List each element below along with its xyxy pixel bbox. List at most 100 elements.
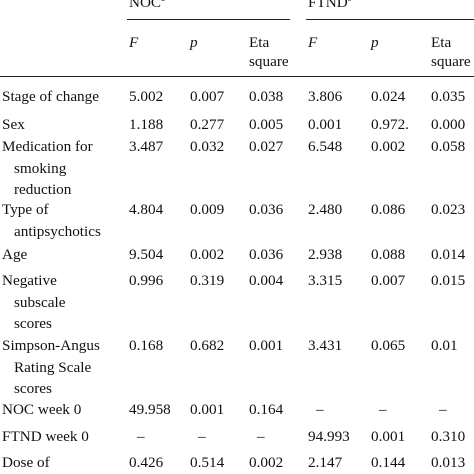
row-label-line: antipsychotics (14, 222, 101, 240)
row-label-line: scores (14, 315, 52, 332)
table-cell: 0.001 (371, 428, 406, 445)
row-label-line: Negative (2, 272, 57, 289)
table-cell: – (379, 401, 387, 418)
row-label-line: Rating Scale (14, 358, 92, 376)
noc-group-header: NOCa (129, 0, 165, 13)
table-cell: 3.806 (308, 88, 343, 105)
table-cell: 0.004 (249, 272, 284, 289)
ftnd-group-header: FTNDb (308, 0, 352, 13)
row-label-line: Medication for (2, 138, 93, 155)
table-cell: 0.001 (249, 337, 284, 354)
table-cell: 0.996 (129, 272, 164, 289)
row-label-line: NOC week 0 (2, 401, 82, 418)
row-label-line: Dose of (2, 454, 50, 471)
table-cell: 0.002 (190, 246, 225, 263)
table-cell: 0.036 (249, 246, 284, 263)
table-cell: 0.013 (431, 454, 466, 471)
table-cell: 94.993 (308, 428, 350, 445)
table-cell: 0.007 (190, 88, 225, 105)
table-cell: – (439, 401, 447, 418)
table-cell: 0.032 (190, 138, 225, 155)
ftnd-eta-header-line2: square (431, 53, 471, 70)
row-label-line: Simpson-Angus (2, 337, 100, 354)
table-cell: 0.038 (249, 88, 284, 105)
row-label: Negative subscale scores (2, 270, 65, 335)
table-cell: 0.277 (190, 116, 225, 133)
table-cell: 5.002 (129, 88, 164, 105)
table-cell: 0.426 (129, 454, 164, 471)
table-cell: 0.144 (371, 454, 406, 471)
table-cell: 0.514 (190, 454, 225, 471)
table-cell: 0.023 (431, 201, 466, 218)
ftnd-label: FTND (308, 0, 348, 11)
table-cell: – (257, 428, 265, 445)
noc-label: NOC (129, 0, 162, 11)
ftnd-f-header: F (308, 34, 318, 51)
noc-p-header: p (190, 34, 198, 51)
table-cell: 0.002 (249, 454, 284, 471)
table-cell: 0.036 (249, 201, 284, 218)
row-label-line: Stage of change (2, 88, 99, 105)
table-cell: 0.007 (371, 272, 406, 289)
row-label: Age (2, 244, 27, 266)
noc-eta-header-line1: Eta (249, 34, 270, 51)
row-label: Sex (2, 114, 25, 136)
table-cell: 0.014 (431, 246, 466, 263)
noc-eta-header-line2: square (249, 53, 289, 70)
table-cell: – (137, 428, 145, 445)
row-label-line: Sex (2, 116, 25, 133)
table-cell: 0.024 (371, 88, 406, 105)
row-label-line: scores (14, 380, 52, 397)
row-label-line: reduction (14, 181, 72, 198)
table-cell: 2.938 (308, 246, 343, 263)
ftnd-p-header: p (371, 34, 379, 51)
noc-footnote-mark: a (161, 0, 165, 3)
row-label-line: smoking (14, 159, 67, 177)
table-cell: 0.001 (308, 116, 343, 133)
table-cell: 0.015 (431, 272, 466, 289)
table-cell: 6.548 (308, 138, 343, 155)
header-rule (0, 76, 474, 77)
row-label: Dose of (2, 452, 50, 474)
table-cell: 0.005 (249, 116, 284, 133)
table-cell: 0.310 (431, 428, 466, 445)
row-label-line: Age (2, 246, 28, 263)
table-cell: 2.480 (308, 201, 343, 218)
table-cell: 9.504 (129, 246, 164, 263)
table-cell: 0.001 (190, 401, 225, 418)
table-cell: 0.164 (249, 401, 284, 418)
table-cell: 0.086 (371, 201, 406, 218)
table-cell: 3.431 (308, 337, 343, 354)
table-cell: 0.168 (129, 337, 164, 354)
row-label: FTND week 0 (2, 426, 89, 448)
table-cell: 0.972. (371, 116, 409, 133)
row-label: Stage of change (2, 86, 99, 108)
table-cell: 4.804 (129, 201, 164, 218)
table-cell: 0.000 (431, 116, 466, 133)
row-label-line: subscale (14, 293, 66, 311)
table-cell: 0.088 (371, 246, 406, 263)
noc-group-rule (127, 19, 290, 20)
table-cell: 2.147 (308, 454, 343, 471)
table-cell: 49.958 (129, 401, 171, 418)
table-cell: 3.487 (129, 138, 164, 155)
row-label: Simpson-Angus Rating Scale scores (2, 335, 100, 400)
row-label: NOC week 0 (2, 399, 81, 421)
table-cell: 0.01 (431, 337, 458, 354)
table-cell: 0.065 (371, 337, 406, 354)
ftnd-eta-header-line1: Eta (431, 34, 452, 51)
table-cell: 0.027 (249, 138, 284, 155)
row-label-line: FTND week 0 (2, 428, 89, 445)
table-cell: 0.319 (190, 272, 225, 289)
table-cell: – (198, 428, 206, 445)
table-cell: 0.058 (431, 138, 466, 155)
row-label: Medication for smoking reduction (2, 136, 93, 201)
row-label: Type of antipsychotics (2, 199, 101, 242)
table-cell: 0.009 (190, 201, 225, 218)
table-cell: 1.188 (129, 116, 164, 133)
table-cell: 0.002 (371, 138, 406, 155)
ftnd-group-rule (306, 19, 474, 20)
table-cell: 0.682 (190, 337, 225, 354)
noc-f-header: F (129, 34, 139, 51)
table-cell: 3.315 (308, 272, 343, 289)
